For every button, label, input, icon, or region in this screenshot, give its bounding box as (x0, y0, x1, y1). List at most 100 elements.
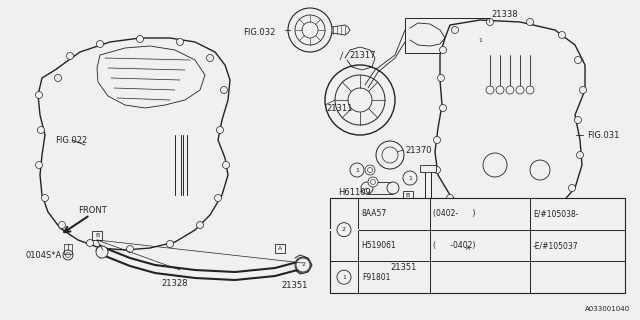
Polygon shape (38, 38, 230, 250)
Text: FIG.022: FIG.022 (55, 135, 87, 145)
Text: 21370: 21370 (405, 146, 431, 155)
Polygon shape (435, 20, 585, 220)
Circle shape (577, 151, 584, 158)
Circle shape (474, 212, 481, 219)
Circle shape (177, 38, 184, 45)
Text: B: B (95, 233, 99, 237)
Circle shape (559, 31, 566, 38)
Text: H61109: H61109 (338, 188, 371, 196)
Circle shape (42, 195, 49, 202)
Circle shape (337, 270, 351, 284)
Circle shape (368, 177, 378, 187)
Bar (405, 18, 490, 53)
Text: H519061: H519061 (361, 241, 396, 250)
Ellipse shape (124, 137, 193, 193)
Text: 1: 1 (478, 37, 482, 43)
Circle shape (86, 239, 93, 246)
Text: E/#105038-: E/#105038- (533, 209, 579, 218)
Circle shape (387, 182, 399, 194)
Circle shape (486, 19, 493, 26)
Text: F91801: F91801 (362, 273, 390, 282)
Circle shape (54, 75, 61, 82)
Circle shape (361, 182, 373, 194)
Text: A033001040: A033001040 (585, 306, 630, 312)
Text: 21338: 21338 (491, 10, 518, 19)
Circle shape (496, 86, 504, 94)
Circle shape (433, 166, 440, 173)
Circle shape (449, 27, 461, 39)
Text: 21351: 21351 (390, 263, 417, 273)
Circle shape (325, 65, 395, 135)
Text: 8AA57: 8AA57 (361, 209, 387, 218)
Circle shape (403, 171, 417, 185)
Ellipse shape (496, 82, 544, 138)
Circle shape (58, 221, 65, 228)
Circle shape (575, 57, 582, 63)
Circle shape (526, 86, 534, 94)
Text: (0402-      ): (0402- ) (433, 209, 476, 218)
Text: FRONT: FRONT (78, 205, 107, 214)
Circle shape (516, 86, 524, 94)
Circle shape (63, 250, 73, 260)
Circle shape (223, 162, 230, 169)
Text: 21351: 21351 (282, 281, 308, 290)
Circle shape (473, 33, 487, 47)
Circle shape (196, 221, 204, 228)
Text: FIG.032: FIG.032 (243, 28, 275, 36)
Text: 2: 2 (301, 262, 305, 268)
Circle shape (337, 223, 351, 237)
Circle shape (452, 30, 458, 36)
Text: 1: 1 (342, 275, 346, 280)
Circle shape (216, 126, 223, 133)
Circle shape (97, 41, 104, 47)
Circle shape (447, 195, 454, 202)
Circle shape (509, 217, 516, 223)
Circle shape (221, 86, 227, 93)
Text: A: A (278, 245, 282, 251)
Circle shape (433, 137, 440, 143)
Circle shape (348, 88, 372, 112)
Circle shape (527, 19, 534, 26)
Circle shape (438, 75, 445, 82)
Circle shape (376, 141, 404, 169)
Bar (463, 244, 473, 252)
Circle shape (382, 147, 398, 163)
Text: 2: 2 (342, 227, 346, 232)
Circle shape (371, 180, 376, 185)
Bar (330, 198, 625, 293)
Circle shape (35, 162, 42, 169)
Circle shape (166, 241, 173, 247)
Circle shape (67, 52, 74, 60)
Text: 0104S*A: 0104S*A (25, 251, 61, 260)
Circle shape (575, 116, 582, 124)
Bar (92, 230, 102, 239)
Text: FIG.031: FIG.031 (587, 131, 620, 140)
Text: A: A (466, 245, 470, 251)
Circle shape (440, 105, 447, 111)
Circle shape (302, 22, 318, 38)
Circle shape (96, 246, 108, 258)
Text: B: B (406, 193, 410, 197)
Ellipse shape (118, 206, 143, 224)
Text: 1: 1 (408, 175, 412, 180)
Circle shape (127, 245, 134, 252)
Circle shape (288, 8, 332, 52)
Circle shape (207, 54, 214, 61)
Circle shape (579, 86, 586, 93)
Circle shape (483, 153, 507, 177)
Circle shape (365, 165, 375, 175)
Text: 21328: 21328 (162, 278, 188, 287)
Circle shape (530, 160, 550, 180)
Circle shape (296, 258, 310, 272)
Circle shape (568, 185, 575, 191)
Ellipse shape (485, 70, 555, 150)
Text: 21311: 21311 (326, 103, 353, 113)
Text: (      -0402): ( -0402) (433, 241, 476, 250)
Circle shape (451, 27, 458, 34)
Polygon shape (367, 182, 393, 194)
Polygon shape (420, 165, 436, 172)
Circle shape (35, 92, 42, 99)
Circle shape (38, 126, 45, 133)
Circle shape (545, 206, 552, 213)
Circle shape (295, 15, 325, 45)
